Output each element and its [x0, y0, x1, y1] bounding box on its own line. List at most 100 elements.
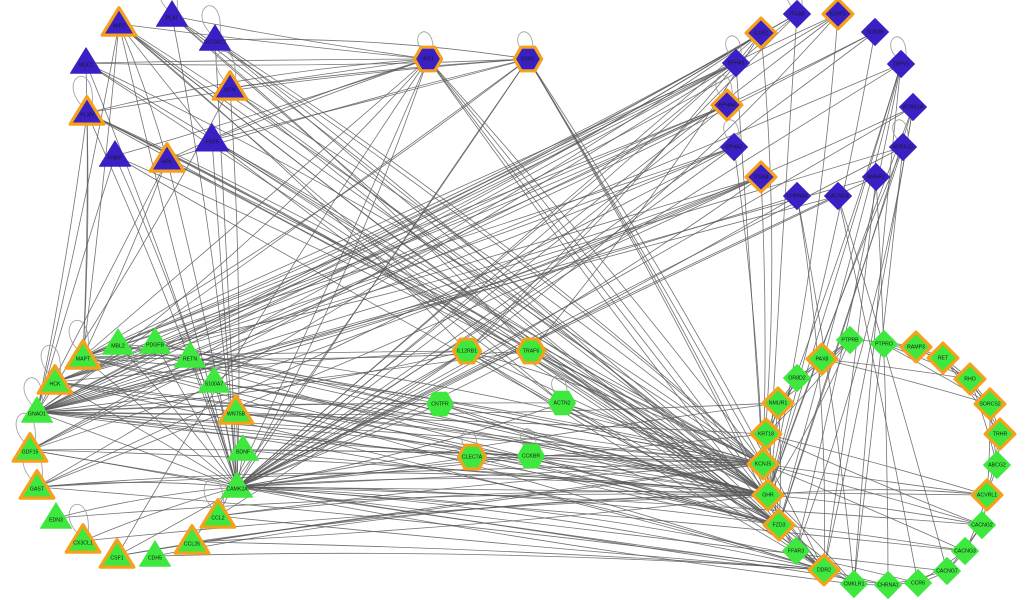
graph-node-fnbp[interactable]: FNBP	[98, 140, 132, 167]
node-shape-triangle[interactable]	[64, 523, 102, 554]
node-shape-diamond[interactable]	[973, 387, 1007, 421]
node-shape-diamond[interactable]	[721, 48, 751, 78]
node-shape-diamond[interactable]	[807, 553, 841, 587]
graph-node-mip2[interactable]: MIP2	[100, 6, 138, 37]
graph-node-epha4[interactable]: EPHA4	[710, 88, 744, 122]
node-shape-diamond[interactable]	[860, 17, 890, 47]
node-shape-diamond[interactable]	[873, 570, 903, 600]
node-shape-diamond[interactable]	[967, 510, 997, 540]
node-shape-triangle[interactable]	[64, 339, 102, 370]
graph-node-muc1[interactable]: MUC1	[69, 47, 103, 74]
node-shape-diamond[interactable]	[782, 181, 812, 211]
node-shape-triangle[interactable]	[98, 140, 132, 167]
node-shape-triangle[interactable]	[138, 327, 172, 354]
node-shape-diamond[interactable]	[932, 556, 962, 586]
node-shape-hexagon[interactable]	[515, 337, 547, 365]
graph-node-cntfr[interactable]: CNTFR	[425, 391, 455, 417]
node-shape-diamond[interactable]	[744, 160, 778, 194]
node-shape-diamond[interactable]	[888, 132, 918, 162]
node-shape-diamond[interactable]	[821, 0, 855, 31]
graph-node-il12rb1[interactable]: IL12RB1	[451, 337, 483, 365]
node-shape-diamond[interactable]	[823, 181, 853, 211]
node-shape-triangle[interactable]	[199, 498, 237, 529]
node-shape-diamond[interactable]	[746, 447, 780, 481]
node-shape-triangle[interactable]	[138, 540, 172, 567]
graph-node-ghr[interactable]: GHR	[751, 478, 785, 512]
node-shape-triangle[interactable]	[148, 142, 186, 173]
node-shape-triangle[interactable]	[39, 502, 73, 529]
node-shape-hexagon[interactable]	[456, 443, 488, 471]
node-shape-triangle[interactable]	[20, 396, 54, 423]
node-shape-diamond[interactable]	[719, 132, 749, 162]
node-shape-triangle[interactable]	[101, 328, 135, 355]
graph-node-cacng7[interactable]: CACNG7	[932, 556, 962, 586]
node-shape-diamond[interactable]	[782, 0, 812, 29]
node-shape-triangle[interactable]	[155, 0, 189, 27]
node-shape-diamond[interactable]	[835, 325, 865, 355]
node-shape-hexagon[interactable]	[516, 443, 546, 469]
node-shape-diamond[interactable]	[899, 330, 933, 364]
graph-node-plat[interactable]: PLAT	[155, 0, 189, 27]
node-shape-triangle[interactable]	[98, 538, 136, 569]
graph-node-esr2[interactable]: ESR2	[512, 45, 544, 73]
graph-node-traf6[interactable]: TRAF6	[515, 337, 547, 365]
node-shape-hexagon[interactable]	[512, 45, 544, 73]
node-shape-triangle[interactable]	[18, 469, 56, 500]
graph-node-itga4[interactable]: ITGA4	[744, 160, 778, 194]
node-shape-hexagon[interactable]	[451, 337, 483, 365]
graph-node-cx3cl1[interactable]: CX3CL1	[64, 523, 102, 554]
node-shape-diamond[interactable]	[782, 363, 812, 393]
node-shape-diamond[interactable]	[861, 162, 891, 192]
node-shape-hexagon[interactable]	[425, 391, 455, 417]
node-shape-diamond[interactable]	[869, 329, 899, 359]
graph-node-csf1[interactable]: CSF1	[98, 538, 136, 569]
graph-node-abcg2[interactable]: ABCG2	[982, 450, 1012, 480]
graph-node-amhr2[interactable]: AMHR2	[861, 162, 891, 192]
node-shape-triangle[interactable]	[211, 70, 249, 101]
node-shape-diamond[interactable]	[751, 478, 785, 512]
node-shape-diamond[interactable]	[926, 341, 960, 375]
graph-node-ccr6[interactable]: CCR6	[903, 568, 933, 598]
node-shape-diamond[interactable]	[953, 362, 987, 396]
node-shape-triangle[interactable]	[220, 471, 254, 498]
graph-node-ccl2[interactable]: CCL2	[199, 498, 237, 529]
node-shape-triangle[interactable]	[226, 434, 260, 461]
node-shape-hexagon[interactable]	[547, 390, 577, 416]
node-shape-diamond[interactable]	[744, 16, 778, 50]
node-shape-diamond[interactable]	[805, 342, 839, 376]
node-shape-diamond[interactable]	[761, 386, 795, 420]
graph-node-mapt[interactable]: MAPT	[64, 339, 102, 370]
node-shape-triangle[interactable]	[69, 47, 103, 74]
node-shape-triangle[interactable]	[217, 394, 255, 425]
node-shape-hexagon[interactable]	[412, 45, 444, 73]
node-shape-triangle[interactable]	[11, 432, 49, 463]
node-shape-triangle[interactable]	[36, 364, 74, 395]
graph-node-irs1[interactable]: IRS1	[412, 45, 444, 73]
graph-node-acvrl1[interactable]: ACVRL1	[970, 478, 1004, 512]
graph-node-slc6a12[interactable]: SLC6A12	[198, 24, 232, 51]
node-shape-diamond[interactable]	[749, 417, 783, 451]
node-shape-diamond[interactable]	[982, 450, 1012, 480]
node-shape-diamond[interactable]	[903, 568, 933, 598]
node-shape-diamond[interactable]	[839, 569, 869, 599]
graph-node-gast[interactable]: GAST	[18, 469, 56, 500]
node-shape-triangle[interactable]	[194, 123, 230, 152]
node-shape-diamond[interactable]	[898, 92, 928, 122]
node-shape-diamond[interactable]	[983, 417, 1017, 451]
graph-node-klrf1[interactable]: KLRF1	[821, 0, 855, 31]
graph-node-ramp3[interactable]: RAMP3	[899, 330, 933, 364]
graph-node-chrna1[interactable]: CHRNA1	[873, 570, 903, 600]
graph-node-rho[interactable]: RHO	[953, 362, 987, 396]
graph-node-adra1a[interactable]: ADRA1A	[898, 92, 928, 122]
node-shape-triangle[interactable]	[173, 341, 207, 368]
node-shape-triangle[interactable]	[100, 6, 138, 37]
node-shape-triangle[interactable]	[173, 524, 211, 555]
graph-node-clec7a[interactable]: CLEC7A	[456, 443, 488, 471]
graph-node-epha3[interactable]: EPHA3	[719, 132, 749, 162]
node-shape-diamond[interactable]	[762, 508, 796, 542]
node-shape-triangle[interactable]	[198, 24, 232, 51]
graph-node-trpv1[interactable]: TRPV1	[886, 49, 916, 79]
node-shape-triangle[interactable]	[197, 366, 231, 393]
graph-node-chrna4[interactable]: CHRNA4	[782, 181, 812, 211]
